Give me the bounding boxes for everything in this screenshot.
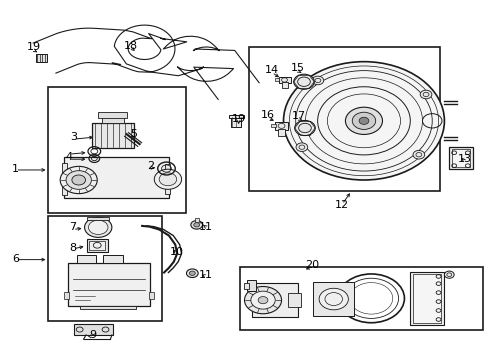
Text: 9: 9 — [89, 330, 96, 340]
Bar — [249, 47, 439, 192]
Bar — [243, 283, 249, 289]
Bar — [89, 241, 105, 249]
Bar — [98, 112, 127, 118]
Bar — [274, 122, 288, 130]
Text: 12: 12 — [334, 200, 348, 210]
Text: 6: 6 — [12, 254, 19, 264]
Circle shape — [244, 287, 281, 314]
Bar — [68, 263, 150, 306]
Bar — [277, 129, 285, 135]
Circle shape — [189, 271, 195, 275]
Bar — [48, 87, 185, 213]
Circle shape — [154, 169, 181, 189]
Bar — [281, 82, 287, 88]
Circle shape — [258, 297, 267, 304]
Circle shape — [351, 112, 375, 130]
Text: 19: 19 — [27, 42, 41, 52]
Circle shape — [88, 220, 108, 234]
Bar — [86, 239, 108, 252]
Circle shape — [159, 173, 176, 186]
Circle shape — [358, 117, 368, 125]
Text: 19: 19 — [231, 114, 245, 124]
Bar — [246, 280, 255, 291]
Circle shape — [295, 143, 307, 152]
Text: 4: 4 — [65, 152, 72, 162]
Circle shape — [72, 175, 85, 185]
Bar — [412, 274, 441, 323]
Bar — [102, 117, 124, 123]
Bar — [64, 157, 168, 198]
Circle shape — [444, 271, 453, 278]
Bar — [231, 117, 241, 127]
Bar — [270, 124, 275, 127]
Text: 17: 17 — [291, 111, 305, 121]
Text: 3: 3 — [70, 132, 77, 142]
Bar — [164, 164, 169, 194]
Bar — [194, 218, 198, 222]
Circle shape — [319, 288, 347, 310]
Bar — [288, 293, 300, 307]
Circle shape — [84, 217, 112, 237]
Bar — [312, 282, 353, 316]
Bar — [274, 78, 278, 81]
Circle shape — [60, 166, 97, 194]
Circle shape — [412, 150, 424, 159]
Text: 5: 5 — [129, 129, 137, 139]
Circle shape — [250, 291, 275, 309]
Text: 7: 7 — [69, 222, 76, 232]
Circle shape — [419, 90, 431, 99]
Circle shape — [66, 171, 91, 189]
Bar — [409, 272, 444, 325]
Text: 11: 11 — [198, 222, 212, 231]
Bar — [448, 147, 472, 169]
Circle shape — [186, 269, 198, 278]
Text: 18: 18 — [124, 41, 138, 50]
Text: 1: 1 — [12, 164, 19, 174]
Circle shape — [283, 62, 444, 180]
Bar — [87, 217, 109, 220]
Bar — [48, 216, 161, 320]
Text: 11: 11 — [198, 270, 212, 280]
Circle shape — [193, 223, 199, 227]
Text: 16: 16 — [261, 111, 274, 121]
Bar — [103, 255, 122, 263]
Bar — [92, 123, 134, 148]
Circle shape — [311, 76, 323, 85]
Text: 20: 20 — [304, 260, 318, 270]
Bar — [239, 267, 483, 330]
Text: 10: 10 — [170, 247, 184, 257]
Bar — [451, 149, 469, 167]
Bar — [80, 306, 136, 309]
Circle shape — [294, 121, 315, 135]
Circle shape — [345, 107, 382, 134]
Bar — [74, 324, 113, 335]
Bar — [77, 255, 96, 263]
Bar — [36, 54, 46, 62]
Text: 2: 2 — [147, 161, 154, 171]
Text: 15: 15 — [290, 63, 305, 73]
Bar — [228, 115, 243, 118]
Bar — [278, 77, 290, 83]
Bar — [61, 163, 67, 195]
Text: 8: 8 — [69, 243, 76, 253]
Bar — [251, 283, 298, 317]
Bar — [149, 292, 154, 299]
Circle shape — [293, 74, 314, 89]
Circle shape — [190, 221, 202, 229]
Text: 14: 14 — [264, 64, 278, 75]
Text: 13: 13 — [457, 154, 471, 164]
Bar — [64, 292, 69, 299]
